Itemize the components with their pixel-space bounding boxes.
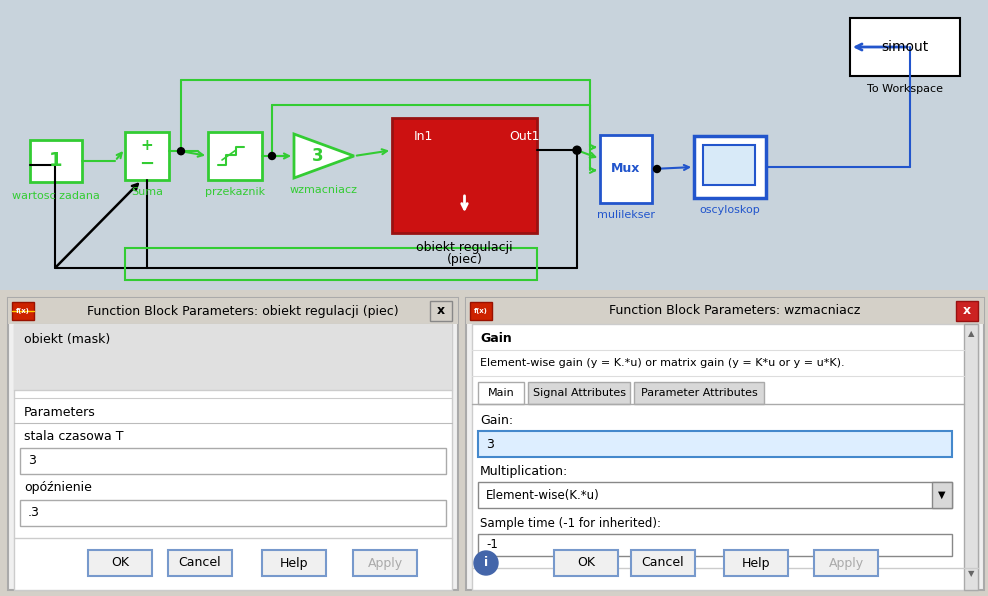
FancyBboxPatch shape: [0, 0, 988, 290]
FancyBboxPatch shape: [125, 132, 169, 180]
FancyBboxPatch shape: [466, 298, 984, 324]
Text: i: i: [484, 557, 488, 570]
Text: OK: OK: [111, 557, 129, 570]
Text: obiekt (mask): obiekt (mask): [24, 334, 111, 346]
FancyBboxPatch shape: [14, 324, 452, 390]
FancyBboxPatch shape: [8, 298, 458, 324]
Text: (piec): (piec): [447, 253, 482, 265]
Text: 3: 3: [312, 147, 324, 165]
FancyBboxPatch shape: [262, 550, 326, 576]
FancyBboxPatch shape: [964, 324, 978, 590]
Text: Element-wise(K.*u): Element-wise(K.*u): [486, 489, 600, 501]
Circle shape: [474, 551, 498, 575]
Text: OK: OK: [577, 557, 595, 570]
FancyBboxPatch shape: [168, 550, 232, 576]
FancyBboxPatch shape: [472, 324, 978, 590]
Text: −: −: [139, 155, 154, 173]
Text: wzmacniacz: wzmacniacz: [290, 185, 358, 195]
Text: Apply: Apply: [828, 557, 864, 570]
Text: ▼: ▼: [968, 570, 974, 579]
FancyBboxPatch shape: [353, 550, 417, 576]
Text: obiekt regulacji: obiekt regulacji: [416, 241, 513, 253]
Text: Help: Help: [280, 557, 308, 570]
Text: x: x: [963, 305, 971, 318]
Circle shape: [178, 148, 185, 155]
Text: opóźnienie: opóźnienie: [24, 482, 92, 495]
Text: Main: Main: [488, 388, 515, 398]
Text: f(x): f(x): [16, 308, 30, 314]
Text: +: +: [140, 138, 153, 154]
FancyBboxPatch shape: [724, 550, 788, 576]
FancyBboxPatch shape: [600, 135, 652, 203]
FancyBboxPatch shape: [634, 382, 764, 404]
FancyBboxPatch shape: [20, 500, 446, 526]
Text: simout: simout: [881, 40, 929, 54]
FancyBboxPatch shape: [478, 431, 952, 457]
Text: Parameters: Parameters: [24, 406, 96, 420]
Text: 3: 3: [486, 437, 494, 451]
Text: .3: .3: [28, 507, 40, 520]
Text: przekaznik: przekaznik: [205, 187, 265, 197]
Text: Signal Attributes: Signal Attributes: [533, 388, 625, 398]
FancyBboxPatch shape: [8, 298, 458, 590]
Circle shape: [653, 166, 661, 172]
Circle shape: [573, 146, 581, 154]
Text: -1: -1: [486, 539, 498, 551]
FancyBboxPatch shape: [528, 382, 630, 404]
FancyBboxPatch shape: [466, 298, 984, 590]
Text: In1: In1: [414, 129, 434, 142]
Text: Cancel: Cancel: [641, 557, 685, 570]
FancyBboxPatch shape: [14, 324, 452, 590]
Text: Sample time (-1 for inherited):: Sample time (-1 for inherited):: [480, 517, 661, 529]
FancyBboxPatch shape: [12, 302, 34, 320]
Text: wartosc zadana: wartosc zadana: [12, 191, 100, 201]
FancyBboxPatch shape: [750, 0, 988, 290]
Text: ▼: ▼: [939, 490, 946, 500]
FancyBboxPatch shape: [956, 301, 978, 321]
Text: Element-wise gain (y = K.*u) or matrix gain (y = K*u or y = u*K).: Element-wise gain (y = K.*u) or matrix g…: [480, 358, 845, 368]
FancyBboxPatch shape: [20, 448, 446, 474]
FancyBboxPatch shape: [631, 550, 695, 576]
Text: oscyloskop: oscyloskop: [700, 205, 761, 215]
Text: f(x): f(x): [474, 308, 488, 314]
Text: Multiplication:: Multiplication:: [480, 465, 568, 479]
Text: Function Block Parameters: wzmacniacz: Function Block Parameters: wzmacniacz: [610, 305, 861, 318]
FancyBboxPatch shape: [478, 534, 952, 556]
Text: Suma: Suma: [131, 187, 163, 197]
Text: Apply: Apply: [368, 557, 402, 570]
Text: Function Block Parameters: obiekt regulacji (piec): Function Block Parameters: obiekt regula…: [87, 305, 399, 318]
FancyBboxPatch shape: [814, 550, 878, 576]
Polygon shape: [294, 134, 354, 178]
FancyBboxPatch shape: [554, 550, 618, 576]
FancyBboxPatch shape: [470, 302, 492, 320]
FancyBboxPatch shape: [850, 18, 960, 76]
Text: Parameter Attributes: Parameter Attributes: [640, 388, 758, 398]
Text: x: x: [437, 305, 445, 318]
Text: Gain:: Gain:: [480, 414, 513, 427]
Text: Gain: Gain: [480, 331, 512, 344]
Text: Mux: Mux: [612, 163, 640, 175]
Text: To Workspace: To Workspace: [867, 84, 943, 94]
Text: Help: Help: [742, 557, 771, 570]
FancyBboxPatch shape: [392, 118, 537, 233]
Text: mulilekser: mulilekser: [597, 210, 655, 220]
FancyBboxPatch shape: [694, 136, 766, 198]
FancyBboxPatch shape: [478, 382, 524, 404]
Text: stala czasowa T: stala czasowa T: [24, 430, 124, 442]
FancyBboxPatch shape: [478, 482, 952, 508]
FancyBboxPatch shape: [208, 132, 262, 180]
Text: 1: 1: [49, 151, 63, 170]
Text: 3: 3: [28, 455, 36, 467]
FancyBboxPatch shape: [30, 140, 82, 182]
FancyBboxPatch shape: [430, 301, 452, 321]
Text: Cancel: Cancel: [179, 557, 221, 570]
FancyBboxPatch shape: [88, 550, 152, 576]
Text: ▲: ▲: [968, 330, 974, 339]
FancyBboxPatch shape: [932, 482, 952, 508]
Text: Out1: Out1: [509, 129, 539, 142]
FancyBboxPatch shape: [703, 145, 755, 185]
Circle shape: [269, 153, 276, 160]
